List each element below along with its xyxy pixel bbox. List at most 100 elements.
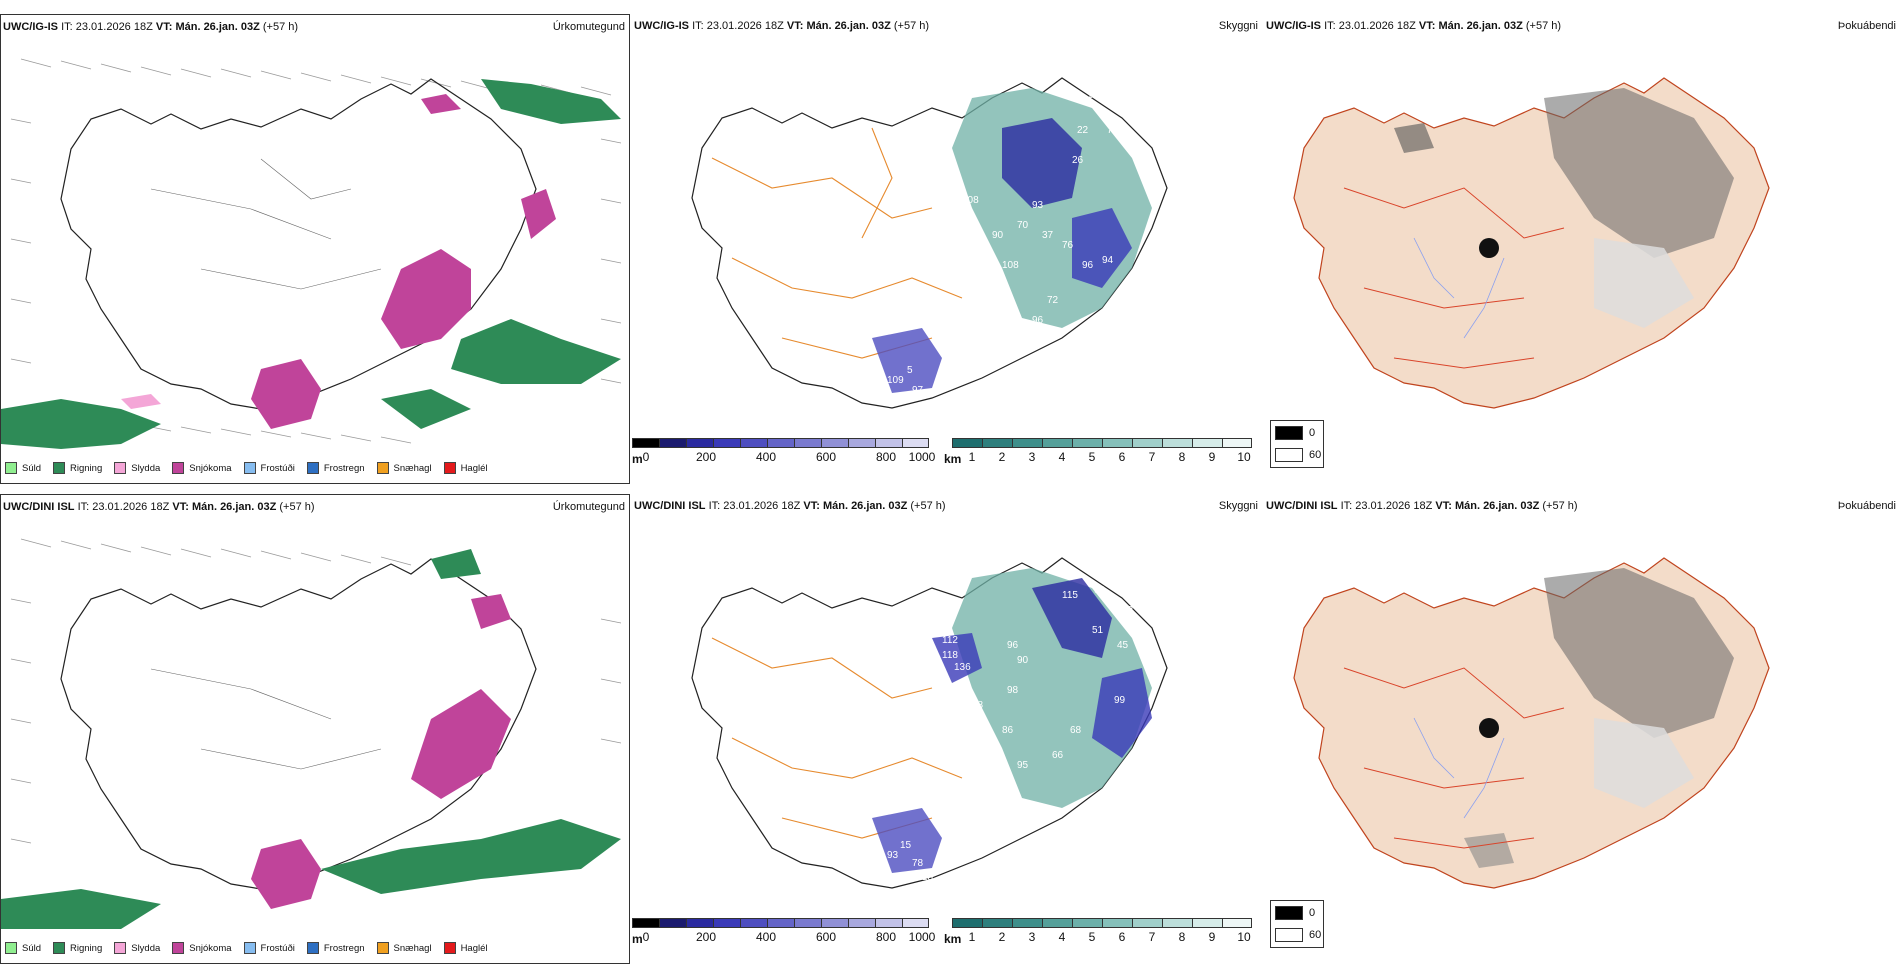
- fog-index-panel-row1: UWC/IG-IS IT: 23.01.2026 18Z VT: Mán. 26…: [1264, 14, 1900, 484]
- tick-label: 800: [875, 450, 897, 464]
- tick-label: 600: [815, 930, 837, 944]
- it-value: 23.01.2026 18Z: [706, 20, 784, 32]
- roads: [150, 158, 382, 290]
- vis-value: 96: [1032, 315, 1044, 326]
- colorbar-cell: [740, 438, 767, 448]
- legend-label: 60: [1309, 449, 1322, 461]
- panel-title: Úrkomutegund: [552, 21, 625, 33]
- vis-value: 78: [972, 700, 984, 711]
- iceland-outline: [60, 558, 537, 890]
- vis-value: 78: [1107, 125, 1119, 136]
- lead-time: (+57 h): [1525, 20, 1562, 32]
- vt-label: VT:: [1435, 500, 1452, 512]
- vis-value: 112: [942, 635, 958, 646]
- legend-label: Rigning: [70, 462, 103, 474]
- colorbar-cell: [1012, 918, 1042, 928]
- vis-value: 99: [1114, 695, 1126, 706]
- legend-label: Snjókoma: [189, 462, 232, 474]
- colorbar-cell: [952, 918, 982, 928]
- roads: [150, 668, 382, 770]
- legend-item-snjokoma: Snjókoma: [172, 459, 232, 477]
- vis-value: 53: [1032, 335, 1044, 346]
- fog-legend-item: 60: [1271, 445, 1323, 465]
- colorbar-cell: [1222, 438, 1252, 448]
- legend-swatch: [172, 942, 185, 954]
- colorbar-cell: [982, 438, 1012, 448]
- vis-value: 15: [900, 840, 912, 851]
- legend-swatch: [53, 462, 66, 474]
- legend-label: Haglél: [460, 942, 488, 954]
- colorbar-cell: [1042, 918, 1072, 928]
- cloud-base-ticks: 0 200 400 600 800 1000: [632, 450, 936, 466]
- lead-time: (+57 h): [910, 500, 946, 512]
- snow-areas: [251, 594, 511, 909]
- legend-item-rigning: Rigning: [53, 939, 102, 957]
- vis-value: 112: [942, 190, 958, 201]
- colorbar-cell: [740, 918, 767, 928]
- rain-areas: [1, 79, 621, 449]
- iceland-outline: [60, 78, 537, 410]
- vis-value: 98: [1007, 685, 1019, 696]
- vt-label: VT:: [172, 501, 189, 513]
- visibility-unit: km: [944, 932, 962, 946]
- it-label: IT:: [692, 20, 704, 32]
- vt-value: Mán. 26.jan. 03Z: [822, 500, 908, 512]
- vis-value: 96: [1007, 640, 1019, 651]
- vis-value: 109: [887, 375, 904, 386]
- legend-swatch: [172, 462, 185, 474]
- vis-value: 93: [887, 850, 899, 861]
- tick-label: 1000: [908, 930, 936, 944]
- colorbar-cell: [794, 918, 821, 928]
- vt-label: VT:: [803, 500, 820, 512]
- legend-label: Súld: [22, 942, 42, 954]
- fog-index-map: [1293, 77, 1770, 409]
- legend-swatch: [376, 942, 389, 954]
- vis-value: 90: [1017, 655, 1029, 666]
- tick-label: 7: [1148, 930, 1156, 944]
- vis-value: 26: [1072, 155, 1084, 166]
- vis-value: 18: [922, 872, 934, 883]
- vis-value: 95: [1017, 760, 1029, 771]
- colorbar-cell: [1102, 438, 1132, 448]
- legend-swatch: [5, 942, 17, 954]
- cloud-base-unit: m: [632, 932, 643, 946]
- tick-label: 10: [1237, 930, 1251, 944]
- legend-swatch: [1275, 906, 1303, 920]
- vt-value: Mán. 26.jan. 03Z: [806, 20, 891, 32]
- colorbar-cell: [713, 918, 740, 928]
- colorbar-cell: [902, 438, 929, 448]
- tick-label: 200: [695, 930, 717, 944]
- tick-label: 9: [1208, 930, 1216, 944]
- roads: [1343, 667, 1565, 849]
- legend-label: Frostúði: [260, 942, 295, 954]
- colorbar-cell: [1192, 918, 1222, 928]
- legend-label: Frostregn: [323, 942, 365, 954]
- legend-item-sueld: Súld: [5, 939, 41, 957]
- colorbar-cell: [875, 918, 902, 928]
- colorbar-cell: [1222, 918, 1252, 928]
- low-visibility-areas: [872, 568, 1152, 873]
- legend-item-snjokoma: Snjókoma: [172, 939, 232, 957]
- rain-areas: [1, 549, 621, 929]
- vis-value: 12: [1087, 90, 1099, 101]
- precip-type-map: [1, 538, 622, 929]
- colorbar-cell: [1132, 438, 1162, 448]
- model-name: UWC/IG-IS: [3, 21, 58, 33]
- vis-value: 78: [912, 858, 924, 869]
- it-value: 23.01.2026 18Z: [92, 501, 170, 513]
- vis-value: 118: [942, 650, 958, 661]
- tick-label: 6: [1118, 450, 1126, 464]
- fog-legend: 0 60: [1270, 900, 1324, 948]
- tick-label: 5: [1088, 930, 1096, 944]
- model-name: UWC/DINI ISL: [3, 501, 75, 513]
- colorbar-cell: [1072, 438, 1102, 448]
- legend-swatch: [1275, 426, 1303, 440]
- colorbar-cell: [848, 918, 875, 928]
- panel-title: Þokuábendi: [1837, 500, 1896, 512]
- precip-type-panel-row2: UWC/DINI ISL IT: 23.01.2026 18Z VT: Mán.…: [0, 494, 630, 964]
- vt-value: Mán. 26.jan. 03Z: [191, 501, 277, 513]
- tick-label: 0: [642, 930, 650, 944]
- legend-label: Slydda: [131, 462, 161, 474]
- vt-label: VT:: [155, 21, 173, 33]
- colorbar-cell: [713, 438, 740, 448]
